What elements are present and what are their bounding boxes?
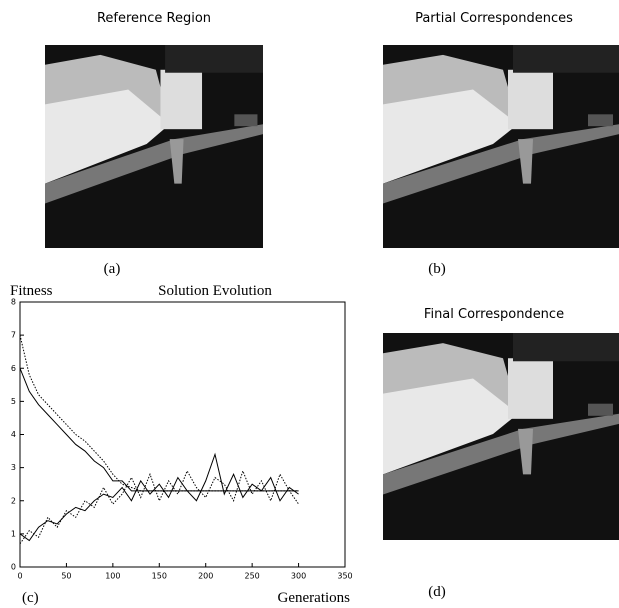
- x-axis-label: Generations: [278, 590, 351, 606]
- series-line: [19, 335, 299, 492]
- y-tick-label: 0: [11, 563, 16, 572]
- panel-title: Partial Correspondences: [415, 11, 573, 26]
- panel-title: Reference Region: [97, 11, 211, 26]
- y-tick-label: 6: [11, 364, 16, 373]
- x-tick-label: 100: [105, 572, 120, 581]
- chart: Fitness Solution Evolution (c) Generatio…: [10, 283, 353, 606]
- panel-caption: (b): [428, 261, 446, 277]
- panel-title: Final Correspondence: [424, 307, 564, 322]
- reference-image: [45, 45, 263, 248]
- partial-image: [383, 45, 619, 248]
- y-tick-label: 1: [11, 529, 16, 538]
- series-line: [19, 368, 299, 492]
- x-tick-label: 0: [17, 572, 22, 581]
- plot-frame: [19, 301, 346, 568]
- y-tick-label: 2: [11, 496, 16, 505]
- y-axis-label: Fitness: [10, 283, 53, 299]
- x-tick-label: 250: [245, 572, 260, 581]
- y-tick-label: 5: [11, 397, 16, 406]
- series-line: [19, 452, 299, 542]
- panel-caption: (d): [428, 584, 446, 600]
- x-tick-label: 300: [291, 572, 306, 581]
- chart-caption: (c): [22, 590, 39, 606]
- y-tick-label: 7: [11, 331, 16, 340]
- x-tick-label: 150: [152, 572, 167, 581]
- panel-caption: (a): [104, 261, 121, 277]
- chart-title: Solution Evolution: [158, 283, 272, 299]
- y-tick-label: 4: [11, 430, 16, 439]
- x-tick-label: 200: [198, 572, 213, 581]
- x-tick-label: 50: [61, 572, 71, 581]
- y-tick-label: 3: [11, 463, 16, 472]
- y-tick-label: 8: [11, 298, 16, 307]
- final-image: [383, 333, 619, 540]
- x-tick-label: 350: [337, 572, 352, 581]
- series-line: [19, 469, 299, 545]
